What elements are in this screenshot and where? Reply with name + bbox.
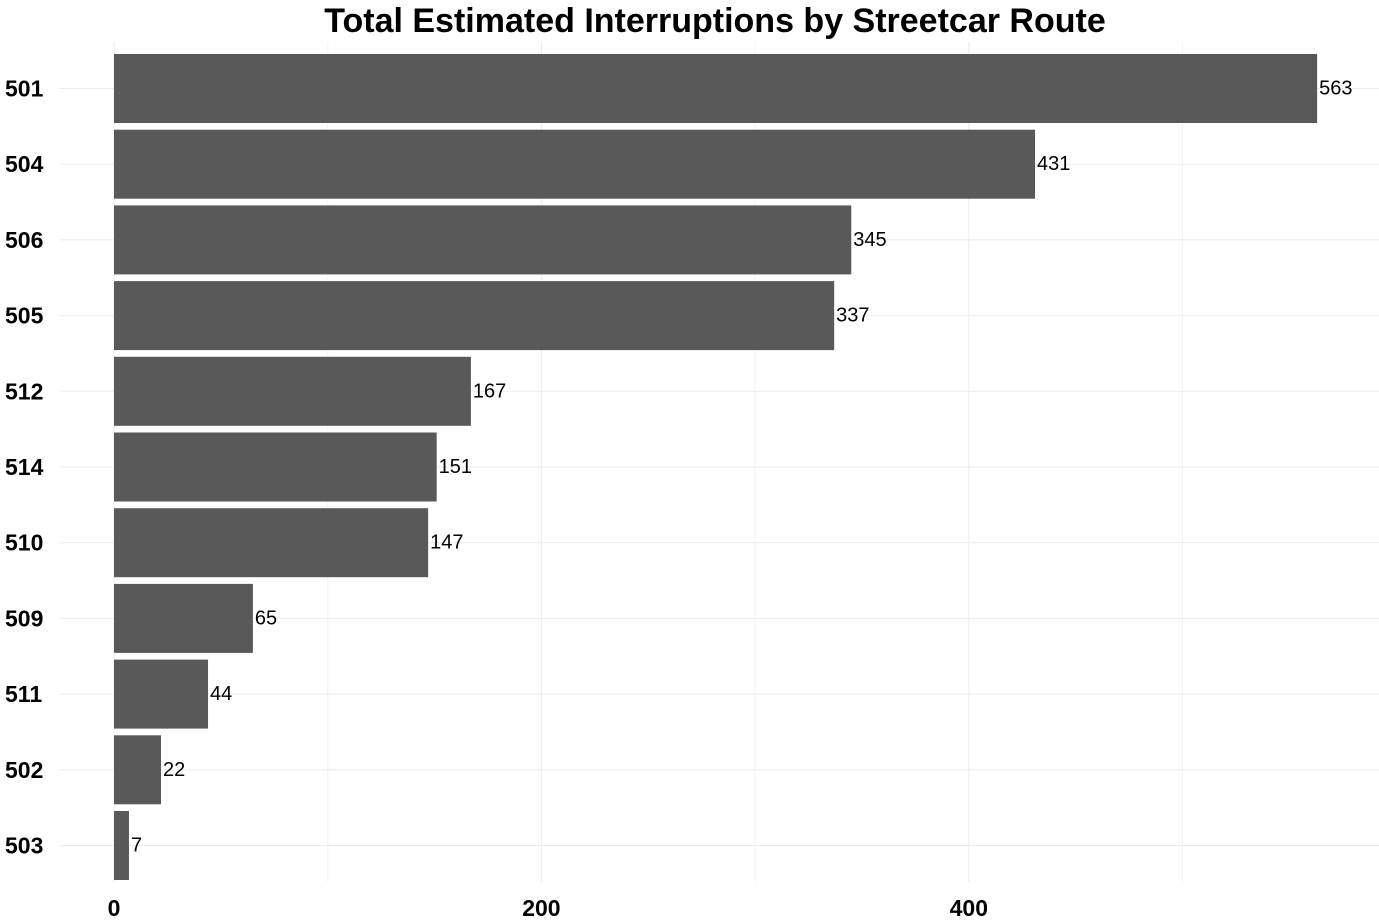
bar-514	[114, 432, 437, 502]
category-label-506: 506	[5, 227, 43, 253]
bar-511	[114, 659, 209, 729]
chart-title: Total Estimated Interruptions by Streetc…	[324, 2, 1106, 40]
data-label-514: 151	[439, 456, 472, 478]
data-label-503: 7	[131, 835, 142, 857]
bar-504	[114, 129, 1036, 199]
category-label-501: 501	[5, 76, 44, 102]
bar-510	[114, 508, 429, 578]
bar-503	[114, 811, 129, 880]
data-label-512: 167	[473, 380, 506, 402]
x-tick-label-400: 400	[950, 895, 988, 920]
category-label-509: 509	[5, 605, 43, 631]
bar-509	[114, 583, 253, 653]
data-label-511: 44	[210, 683, 232, 705]
x-tick-label-0: 0	[108, 895, 121, 920]
category-axis: 501 504 506 505 512 514 510 509 511 502 503	[5, 76, 44, 859]
data-label-504: 431	[1037, 153, 1070, 175]
data-label-506: 345	[853, 229, 886, 251]
bar-506	[114, 205, 852, 275]
category-label-510: 510	[5, 530, 43, 556]
category-label-514: 514	[5, 454, 44, 480]
data-labels: 563 431 345 337 167 151 147 65 44 22 7	[131, 78, 1353, 857]
data-label-501: 563	[1319, 78, 1352, 100]
category-label-512: 512	[5, 378, 43, 404]
bar-502	[114, 735, 162, 805]
data-label-505: 337	[836, 305, 869, 327]
category-label-503: 503	[5, 833, 43, 859]
x-tick-label-200: 200	[522, 895, 560, 920]
data-label-502: 22	[163, 759, 185, 781]
bars	[114, 54, 1318, 880]
value-axis: 0 200 400	[108, 895, 988, 920]
bar-501	[114, 54, 1318, 123]
category-label-502: 502	[5, 757, 43, 783]
category-label-505: 505	[5, 303, 44, 329]
data-label-509: 65	[255, 607, 277, 629]
category-label-511: 511	[5, 681, 42, 707]
bar-512	[114, 356, 471, 426]
bar-505	[114, 281, 835, 351]
category-label-504: 504	[5, 151, 44, 177]
data-label-510: 147	[430, 532, 463, 554]
